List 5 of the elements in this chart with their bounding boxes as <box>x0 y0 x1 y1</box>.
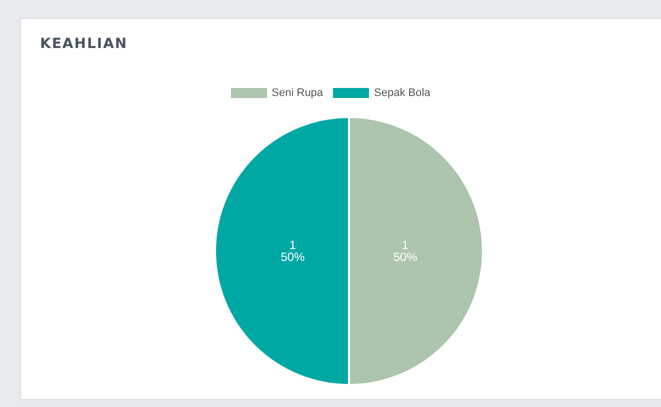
legend-label: Sepak Bola <box>374 87 430 99</box>
legend-label: Seni Rupa <box>272 87 324 99</box>
data-label: 1 50% <box>393 238 418 264</box>
data-label: 1 50% <box>280 238 306 264</box>
text: KEAHLIAN <box>40 36 128 52</box>
